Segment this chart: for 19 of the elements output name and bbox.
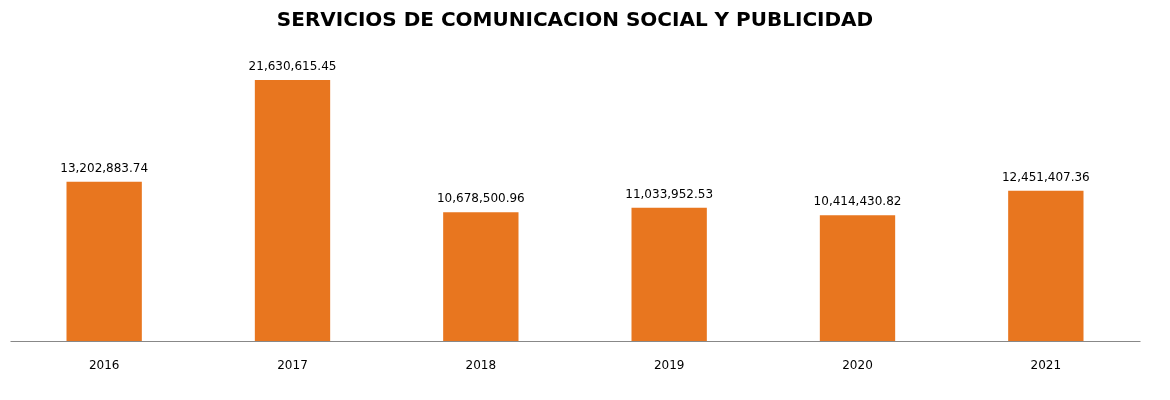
data-label: 11,033,952.53 — [625, 186, 714, 201]
x-tick-label: 2016 — [88, 357, 120, 372]
bar — [443, 212, 519, 341]
bar — [631, 207, 707, 341]
bar — [1008, 190, 1084, 341]
data-label: 12,451,407.36 — [1001, 169, 1090, 184]
bar — [819, 215, 896, 341]
bar — [66, 181, 142, 341]
x-tick-label: 2019 — [653, 357, 685, 372]
data-label: 10,414,430.82 — [813, 194, 902, 209]
data-label: 21,630,615.45 — [248, 59, 337, 73]
data-label: 13,202,883.74 — [60, 160, 149, 175]
bar — [254, 80, 331, 341]
data-label: 10,678,500.96 — [436, 191, 525, 206]
x-tick-label: 2020 — [842, 357, 873, 372]
x-tick-label: 2021 — [1030, 357, 1062, 372]
chart-title: SERVICIOS DE COMUNICACION SOCIAL Y PUBLICIDAD — [276, 7, 874, 31]
x-tick-label: 2017 — [277, 357, 308, 372]
x-tick-label: 2018 — [465, 357, 497, 372]
